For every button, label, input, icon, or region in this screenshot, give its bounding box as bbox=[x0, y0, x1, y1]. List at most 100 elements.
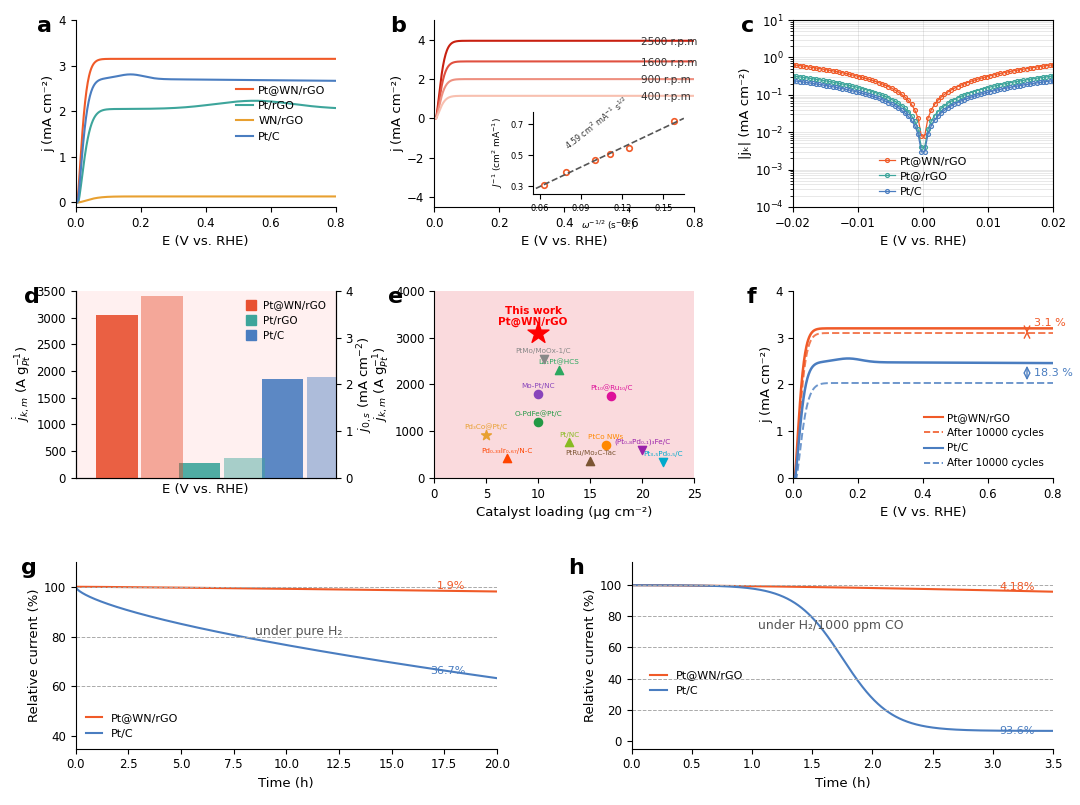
Y-axis label: $j_{k,m}$ (A g$^{-1}_{Pt}$): $j_{k,m}$ (A g$^{-1}_{Pt}$) bbox=[373, 346, 392, 423]
Point bbox=[654, 456, 672, 469]
Pt@WN/rGO bbox=[243, 54, 256, 64]
Text: (Pt₀.₈Pd₀.₁)₃Fe/C: (Pt₀.₈Pd₀.₁)₃Fe/C bbox=[615, 439, 671, 445]
Pt/C bbox=[224, 75, 237, 85]
Line: Pt/C: Pt/C bbox=[76, 74, 336, 202]
Pt/C bbox=[266, 76, 279, 85]
Text: 1.9%: 1.9% bbox=[437, 581, 465, 591]
Y-axis label: $\dot{j}_{k,m}$ (A g$^{-1}_{Pt}$): $\dot{j}_{k,m}$ (A g$^{-1}_{Pt}$) bbox=[12, 346, 33, 423]
Pt@WN/rGO bbox=[915, 584, 928, 594]
Legend: Pt@WN/rGO, Pt/rGO, WN/rGO, Pt/C: Pt@WN/rGO, Pt/rGO, WN/rGO, Pt/C bbox=[231, 80, 330, 147]
Bar bbox=[96, 315, 137, 478]
Pt@WN/rGO bbox=[266, 54, 279, 64]
Text: f: f bbox=[746, 287, 756, 308]
Pt/rGO bbox=[243, 96, 256, 105]
Pt@WN/rGO bbox=[968, 76, 981, 85]
Pt@WN/rGO bbox=[948, 84, 961, 93]
Line: Pt@WN/rGO: Pt@WN/rGO bbox=[793, 328, 1053, 478]
Pt/C bbox=[625, 580, 638, 590]
X-axis label: E (V vs. RHE): E (V vs. RHE) bbox=[880, 506, 967, 519]
Pt/rGO bbox=[248, 96, 261, 105]
X-axis label: Catalyst loading (μg cm⁻²): Catalyst loading (μg cm⁻²) bbox=[476, 506, 652, 519]
Text: e: e bbox=[388, 287, 403, 308]
Text: 1600 r.p.m: 1600 r.p.m bbox=[640, 58, 697, 68]
Pt@/rGO bbox=[902, 107, 915, 117]
X-axis label: Time (h): Time (h) bbox=[258, 777, 314, 790]
Pt/C bbox=[1021, 80, 1034, 89]
Text: h: h bbox=[568, 558, 584, 578]
Pt@/rGO bbox=[958, 90, 971, 100]
Pt@WN/rGO bbox=[796, 582, 809, 592]
Text: g: g bbox=[21, 558, 37, 578]
X-axis label: E (V vs. RHE): E (V vs. RHE) bbox=[521, 235, 608, 248]
Pt@/rGO bbox=[915, 142, 928, 152]
Line: Pt@WN/rGO: Pt@WN/rGO bbox=[632, 585, 1053, 592]
Pt/C bbox=[1047, 76, 1059, 85]
Pt/C bbox=[137, 72, 150, 81]
Text: 3.1 %: 3.1 % bbox=[1034, 318, 1065, 328]
Pt@WN/rGO bbox=[941, 324, 954, 333]
Pt@WN/rGO bbox=[136, 54, 149, 64]
Point bbox=[529, 415, 546, 428]
Pt@WN/rGO bbox=[880, 324, 893, 333]
Legend: Pt@WN/rGO, Pt/C: Pt@WN/rGO, Pt/C bbox=[646, 666, 747, 700]
Pt@WN/rGO bbox=[954, 585, 967, 595]
Legend: Pt@WN/rGO, Pt@/rGO, Pt/C: Pt@WN/rGO, Pt@/rGO, Pt/C bbox=[875, 151, 972, 201]
Pt@WN/rGO bbox=[1047, 324, 1059, 333]
Point bbox=[529, 387, 546, 400]
Pt@WN/rGO bbox=[853, 324, 866, 333]
Pt/C bbox=[915, 720, 928, 730]
Pt/rGO bbox=[136, 104, 149, 114]
X-axis label: E (V vs. RHE): E (V vs. RHE) bbox=[162, 235, 248, 248]
Pt@WN/rGO bbox=[255, 584, 268, 593]
Pt@/rGO bbox=[945, 97, 958, 106]
Text: This work
Pt@WN/rGO: This work Pt@WN/rGO bbox=[498, 306, 568, 328]
Point bbox=[582, 454, 599, 467]
Pt/rGO bbox=[187, 101, 200, 111]
Pt@WN/rGO bbox=[669, 580, 681, 590]
WN/rGO bbox=[243, 192, 256, 201]
Pt/C bbox=[240, 633, 253, 642]
Text: under H₂/1000 ppm CO: under H₂/1000 ppm CO bbox=[758, 619, 904, 632]
Legend: Pt@WN/rGO, Pt/rGO, Pt/C: Pt@WN/rGO, Pt/rGO, Pt/C bbox=[242, 296, 330, 345]
Point bbox=[597, 439, 615, 452]
Line: Pt/rGO: Pt/rGO bbox=[76, 101, 336, 202]
Text: La₁Pt@HCS: La₁Pt@HCS bbox=[539, 359, 580, 365]
Text: 36.7%: 36.7% bbox=[430, 667, 465, 676]
After 10000 cycles bbox=[905, 328, 918, 338]
Pt/C bbox=[69, 582, 82, 592]
Pt@WN/rGO bbox=[359, 585, 372, 595]
Text: Pt/NC: Pt/NC bbox=[559, 431, 580, 438]
Pt/C bbox=[397, 659, 410, 669]
Pt/C bbox=[1047, 726, 1059, 736]
Pt@WN/rGO bbox=[329, 54, 342, 64]
Pt/C bbox=[490, 673, 503, 683]
Bar bbox=[141, 295, 183, 478]
Y-axis label: j (mA cm⁻²): j (mA cm⁻²) bbox=[760, 346, 773, 423]
Pt@WN/rGO bbox=[960, 324, 973, 333]
Pt/C bbox=[915, 147, 928, 157]
Pt@WN/rGO bbox=[786, 60, 799, 69]
Pt/C bbox=[854, 355, 867, 365]
Pt/C bbox=[329, 76, 342, 85]
Pt/C bbox=[359, 654, 372, 663]
Pt/rGO bbox=[329, 103, 342, 113]
WN/rGO bbox=[187, 192, 200, 201]
Text: Mo-Pt/NC: Mo-Pt/NC bbox=[522, 383, 555, 389]
Text: b: b bbox=[390, 16, 406, 36]
Bar bbox=[307, 378, 348, 478]
Y-axis label: Relative current (%): Relative current (%) bbox=[28, 588, 41, 722]
Point bbox=[535, 353, 552, 365]
Pt/C bbox=[188, 75, 201, 85]
Pt/C bbox=[905, 357, 918, 367]
Pt@WN/rGO bbox=[1047, 60, 1059, 69]
Pt@WN/rGO bbox=[983, 324, 996, 333]
After 10000 cycles bbox=[853, 328, 866, 338]
Y-axis label: j (mA cm⁻²): j (mA cm⁻²) bbox=[391, 75, 404, 152]
Pt/C bbox=[405, 661, 418, 671]
Pt@WN/rGO bbox=[961, 585, 974, 595]
Point bbox=[561, 436, 578, 448]
Text: O-PdFe@Pt/C: O-PdFe@Pt/C bbox=[514, 411, 563, 417]
WN/rGO bbox=[222, 192, 235, 201]
Line: Pt@/rGO: Pt@/rGO bbox=[792, 74, 1055, 149]
After 10000 cycles bbox=[786, 473, 799, 483]
